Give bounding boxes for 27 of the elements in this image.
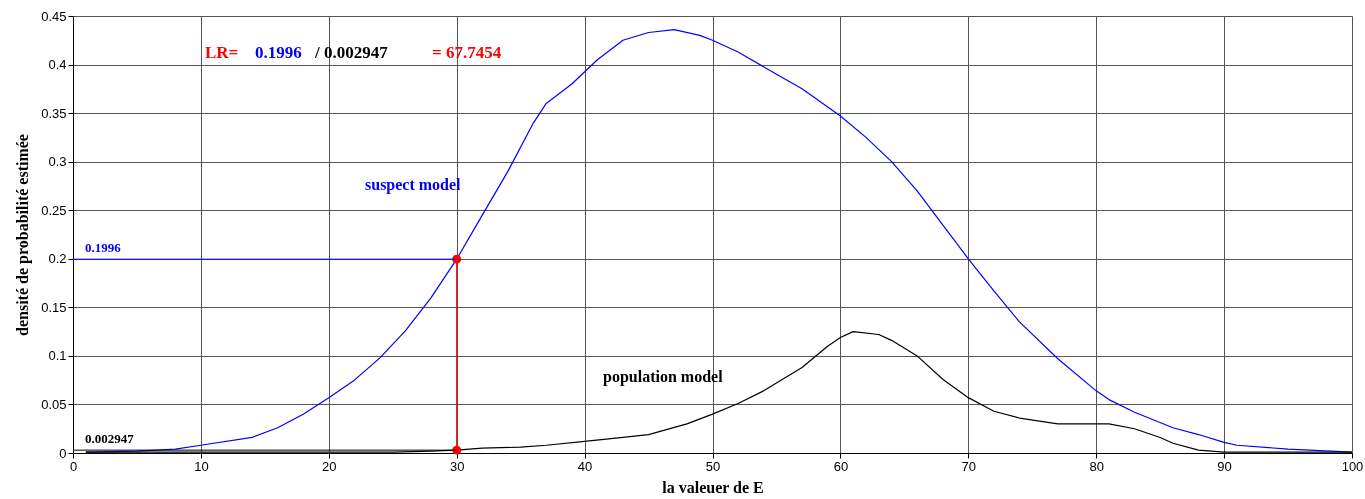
x-tick-label: 20	[322, 458, 337, 474]
x-tick-label: 100	[1341, 458, 1364, 474]
y-tick-label: 0.05	[41, 396, 67, 412]
x-tick-label: 60	[833, 458, 849, 474]
x-tick-label: 90	[1217, 458, 1232, 474]
x-tick-label: 50	[705, 458, 721, 474]
y-tick-label: 0.25	[41, 202, 67, 218]
y-tick-label: 0.1	[48, 348, 67, 364]
x-tick-label: 30	[449, 458, 465, 474]
x-tick-label: 80	[1089, 458, 1104, 474]
x-axis-title: la valeuer de E	[662, 478, 764, 496]
annotation: LR=	[205, 43, 239, 62]
x-tick-label: 0	[69, 458, 78, 474]
y-tick-label: 0.35	[41, 105, 67, 121]
ref-line-label: 0.002947	[85, 431, 135, 447]
x-tick-label: 70	[961, 458, 977, 474]
y-tick-label: 0.3	[48, 154, 67, 170]
x-tick-label: 10	[194, 458, 209, 474]
y-tick-label: 0.45	[41, 8, 67, 24]
x-tick-label: 40	[577, 458, 593, 474]
y-tick-label: 0.15	[41, 299, 67, 315]
y-axis-title: densité de probabilité estimée	[14, 134, 33, 336]
annotation: 0.1996	[255, 43, 302, 62]
y-tick-label: 0.4	[48, 57, 67, 73]
y-tick-label: 0.2	[48, 251, 67, 267]
ref-line-label: 0.1996	[85, 240, 122, 256]
y-tick-label: 0	[59, 445, 67, 461]
